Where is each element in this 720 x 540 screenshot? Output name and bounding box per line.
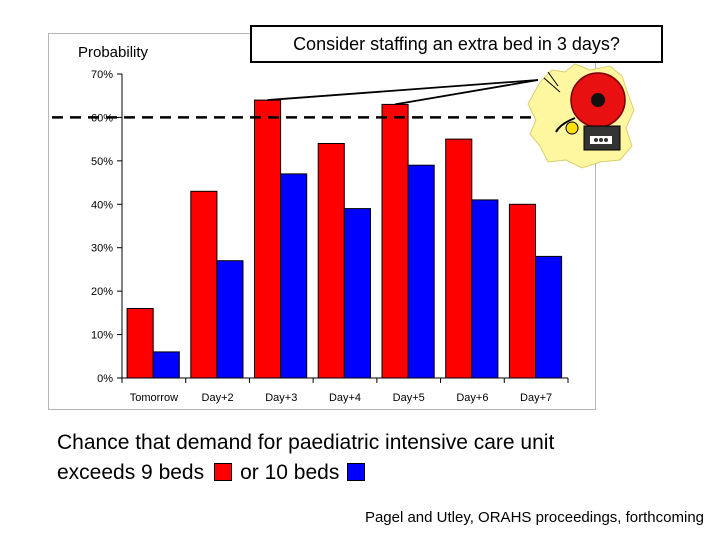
callout-pointer xyxy=(267,79,539,101)
bar-blue-tomorrow xyxy=(152,351,180,379)
legend-swatch-red xyxy=(214,463,233,481)
caption-middle: or 10 beds xyxy=(240,461,340,484)
x-tick-label: Day+2 xyxy=(202,392,234,404)
y-axis-label: Probability xyxy=(78,44,149,61)
alarm-bell-icon xyxy=(527,63,635,169)
x-tick-label: Day+5 xyxy=(393,392,425,404)
bar-blue-day-5 xyxy=(407,164,435,379)
x-tick-label: Day+6 xyxy=(456,392,488,404)
annotation-callout: Consider staffing an extra bed in 3 days… xyxy=(250,25,663,63)
bar-blue-day-3 xyxy=(280,173,308,379)
x-tick-label: Tomorrow xyxy=(130,392,178,404)
y-tick-label: 50% xyxy=(91,156,113,168)
y-tick-label: 60% xyxy=(91,112,113,124)
x-tick-label: Day+4 xyxy=(329,392,361,404)
bar-red-tomorrow xyxy=(126,308,154,379)
callout-pointer xyxy=(394,79,539,106)
bar-red-day-2 xyxy=(190,190,218,379)
legend-swatch-blue xyxy=(347,463,366,481)
citation: Pagel and Utley, ORAHS proceedings, fort… xyxy=(364,509,704,526)
bar-red-day-3 xyxy=(254,99,282,379)
y-tick-label: 30% xyxy=(91,243,113,255)
caption-line-1: Chance that demand for paediatric intens… xyxy=(57,431,555,454)
x-tick-label: Day+3 xyxy=(265,392,297,404)
bar-red-day-6 xyxy=(445,138,473,379)
y-tick-label: 0% xyxy=(97,373,113,385)
y-tick-label: 10% xyxy=(91,330,113,342)
chart-caption: Chance that demand for paediatric intens… xyxy=(57,428,697,488)
bar-blue-day-6 xyxy=(471,199,499,379)
y-tick-label: 20% xyxy=(91,286,113,298)
bar-blue-day-2 xyxy=(216,260,244,379)
bar-blue-day-7 xyxy=(535,255,563,379)
bar-blue-day-4 xyxy=(343,208,371,379)
y-tick-label: 40% xyxy=(91,199,113,211)
bar-red-day-5 xyxy=(381,103,409,379)
caption-prefix: exceeds 9 beds xyxy=(57,461,205,484)
bar-red-day-4 xyxy=(317,143,345,379)
bar-red-day-7 xyxy=(508,203,536,379)
x-tick-label: Day+7 xyxy=(520,392,552,404)
y-tick-label: 70% xyxy=(91,69,113,81)
caption-line-2: exceeds 9 beds or 10 beds xyxy=(57,458,697,488)
